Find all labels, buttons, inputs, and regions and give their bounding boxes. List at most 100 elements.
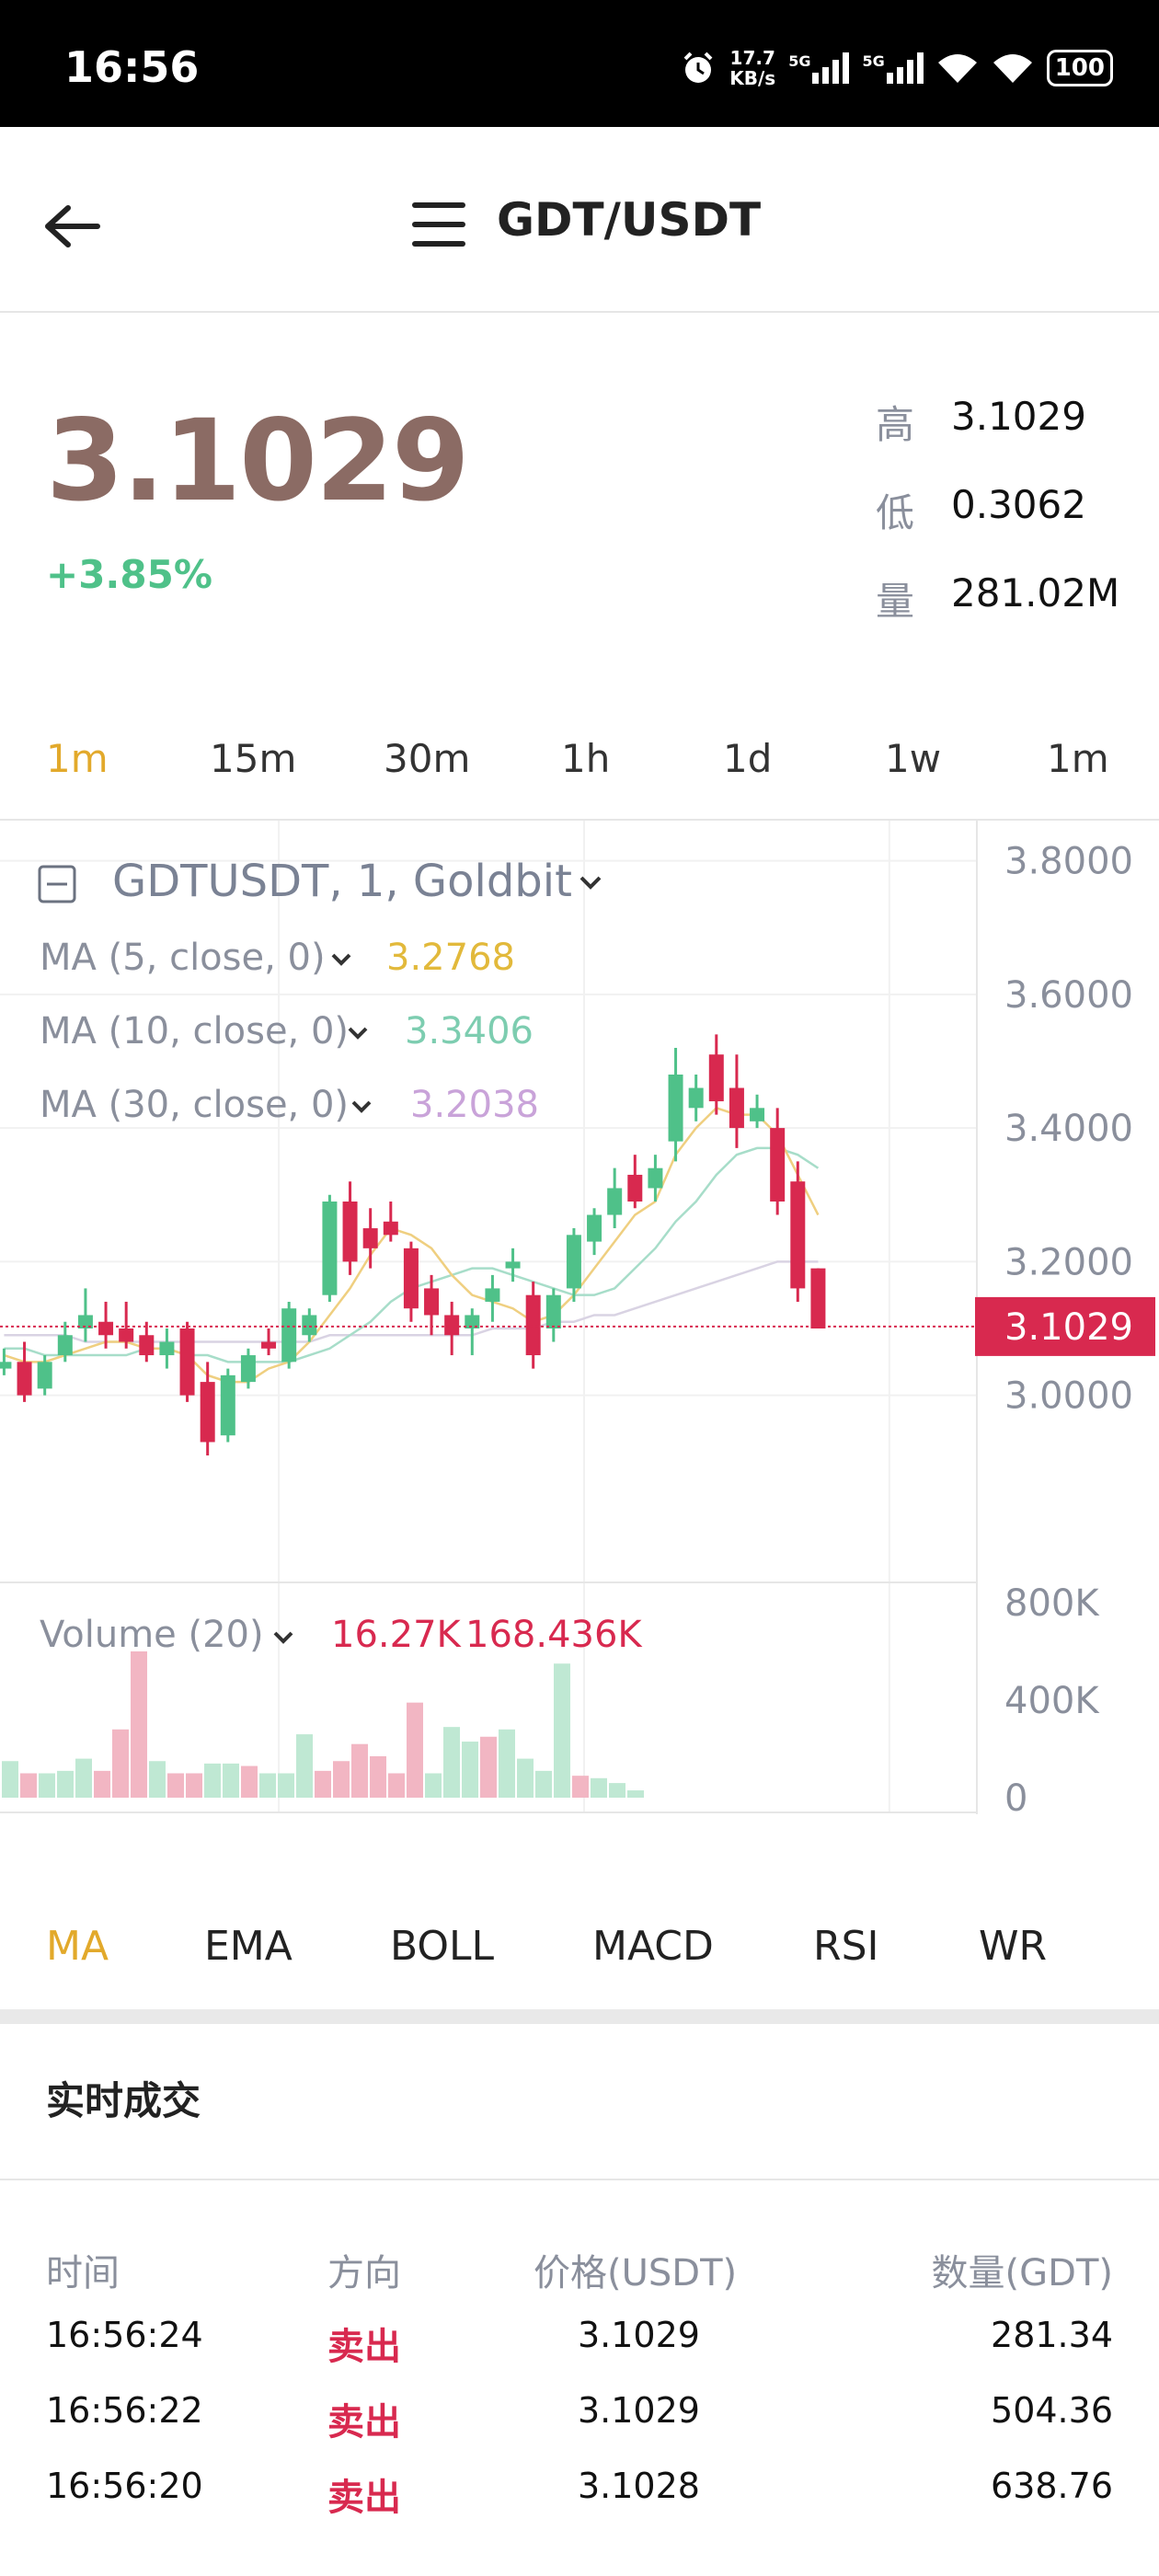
volume-bar [351, 1743, 368, 1798]
trade-side: 卖出 [327, 2477, 401, 2519]
candle-body [545, 1294, 561, 1328]
ma30-value: 3.2038 [410, 1084, 539, 1126]
trade-time: 16:56:20 [46, 2466, 203, 2506]
period-tab-1d[interactable]: 1d [723, 736, 773, 781]
volume-bar [167, 1773, 184, 1798]
candle-body [790, 1181, 806, 1289]
volume-bar [259, 1773, 276, 1798]
trade-side: 卖出 [327, 2326, 401, 2368]
collapse-icon[interactable] [38, 865, 76, 903]
volume-bar [627, 1790, 644, 1798]
candle-body [240, 1355, 256, 1383]
current-price-tag [975, 1296, 1155, 1356]
volume-bar [204, 1763, 221, 1798]
candle-body [444, 1315, 460, 1336]
wifi-call-icon [937, 54, 977, 83]
wifi-icon [993, 54, 1032, 83]
volume-bar [572, 1776, 589, 1798]
candle-body [810, 1268, 826, 1328]
volume-bars [2, 1651, 644, 1798]
candle-body [424, 1288, 440, 1316]
symbol-label[interactable]: GDTUSDT, 1, Goldbit [112, 856, 572, 907]
volume-bar [517, 1758, 534, 1798]
period-tab-30m[interactable]: 30m [384, 736, 471, 781]
candle-body [261, 1341, 277, 1349]
back-arrow-icon[interactable] [40, 199, 105, 254]
volume-bar [370, 1755, 386, 1798]
chevron-down-icon[interactable] [348, 1027, 368, 1040]
candlestick-chart[interactable]: 3.8000 3.6000 3.4000 3.2000 3.0000 800K 400K 0… [0, 821, 1159, 1877]
status-bar: 16:56 17.7 KB/s 5G 5G 100 [0, 0, 1159, 127]
candle-body [322, 1202, 338, 1295]
period-tab-15m[interactable]: 15m [210, 736, 297, 781]
indicator-tab-ma[interactable]: MA [46, 1923, 109, 1970]
chevron-down-icon[interactable] [331, 953, 351, 966]
chevron-down-icon[interactable] [351, 1100, 372, 1113]
volume-bar [499, 1729, 515, 1798]
volume-label: 量 [876, 579, 915, 624]
volume-indicator-label: Volume (20) [40, 1614, 264, 1656]
volume-bar [609, 1783, 625, 1798]
chevron-down-icon[interactable] [580, 876, 602, 890]
period-tab-1w[interactable]: 1w [885, 736, 942, 781]
indicator-tab-wr[interactable]: WR [979, 1923, 1048, 1970]
section-divider [0, 2009, 1159, 2024]
price-axis: 3.8000 3.6000 3.4000 3.2000 3.0000 [1004, 841, 1133, 1418]
period-tab-1m[interactable]: 1m [46, 736, 109, 781]
pair-title[interactable]: GDT/USDT [497, 193, 762, 247]
candle-body [159, 1341, 175, 1356]
candle-body [403, 1248, 419, 1309]
candle-body [77, 1315, 93, 1328]
price-tick-label: 3.4000 [1004, 1108, 1133, 1150]
trade-side: 卖出 [327, 2401, 401, 2444]
candle-body [505, 1261, 521, 1269]
trade-time: 16:56:22 [46, 2390, 203, 2431]
candle-body [302, 1315, 317, 1336]
candle-body [220, 1374, 235, 1436]
low-value: 0.3062 [951, 482, 1086, 527]
period-tab-1h[interactable]: 1h [561, 736, 611, 781]
chevron-down-icon[interactable] [273, 1631, 293, 1644]
sim2-label: 5G [862, 52, 885, 70]
ma5-value: 3.2768 [386, 937, 515, 979]
volume-tick-label: 0 [1004, 1777, 1027, 1819]
low-label: 低 [876, 490, 915, 535]
indicator-tab-rsi[interactable]: RSI [813, 1923, 879, 1970]
candle-body [770, 1128, 786, 1202]
indicator-tab-boll[interactable]: BOLL [390, 1923, 495, 1970]
candle-body [200, 1382, 215, 1443]
price-chart[interactable]: 3.8000 3.6000 3.4000 3.2000 3.0000 800K 400K 0… [0, 821, 1159, 1877]
status-icons: 17.7 KB/s 5G 5G 100 [680, 48, 1113, 88]
price-tick-label: 3.6000 [1004, 974, 1133, 1017]
candle-body [688, 1087, 704, 1109]
candles [0, 1034, 826, 1455]
price-tick-label: 3.0000 [1004, 1375, 1133, 1418]
candle-body [37, 1362, 52, 1389]
current-price-label: 3.1029 [1004, 1306, 1133, 1349]
candle-body [383, 1221, 398, 1236]
volume-bar [315, 1770, 331, 1798]
trade-price: 3.1029 [578, 2390, 700, 2431]
candle-body [57, 1335, 73, 1356]
candle-body [566, 1235, 581, 1289]
network-speed: 17.7 KB/s [729, 48, 775, 88]
hamburger-menu-icon[interactable] [412, 202, 465, 247]
app-header: GDT/USDT [0, 127, 1159, 313]
indicator-tabs: MA EMA BOLL MACD RSI WR [0, 1923, 1159, 1987]
net-speed-unit: KB/s [729, 67, 776, 89]
ma30-label: MA (30, close, 0) [40, 1084, 349, 1126]
indicator-tab-macd[interactable]: MACD [592, 1923, 714, 1970]
price-change-percent: +3.85% [46, 552, 212, 597]
trade-amount: 504.36 [991, 2390, 1113, 2431]
indicator-tab-ema[interactable]: EMA [204, 1923, 293, 1970]
volume-bar [443, 1727, 460, 1798]
candle-body [708, 1054, 724, 1102]
high-value: 3.1029 [951, 394, 1086, 439]
volume-bar [296, 1734, 313, 1798]
volume-bar [554, 1663, 570, 1798]
candle-body [119, 1328, 134, 1342]
volume-bar [20, 1773, 37, 1798]
last-price: 3.1029 [46, 396, 470, 526]
volume-bar [388, 1773, 405, 1798]
period-tab-1month[interactable]: 1m [1047, 736, 1109, 781]
